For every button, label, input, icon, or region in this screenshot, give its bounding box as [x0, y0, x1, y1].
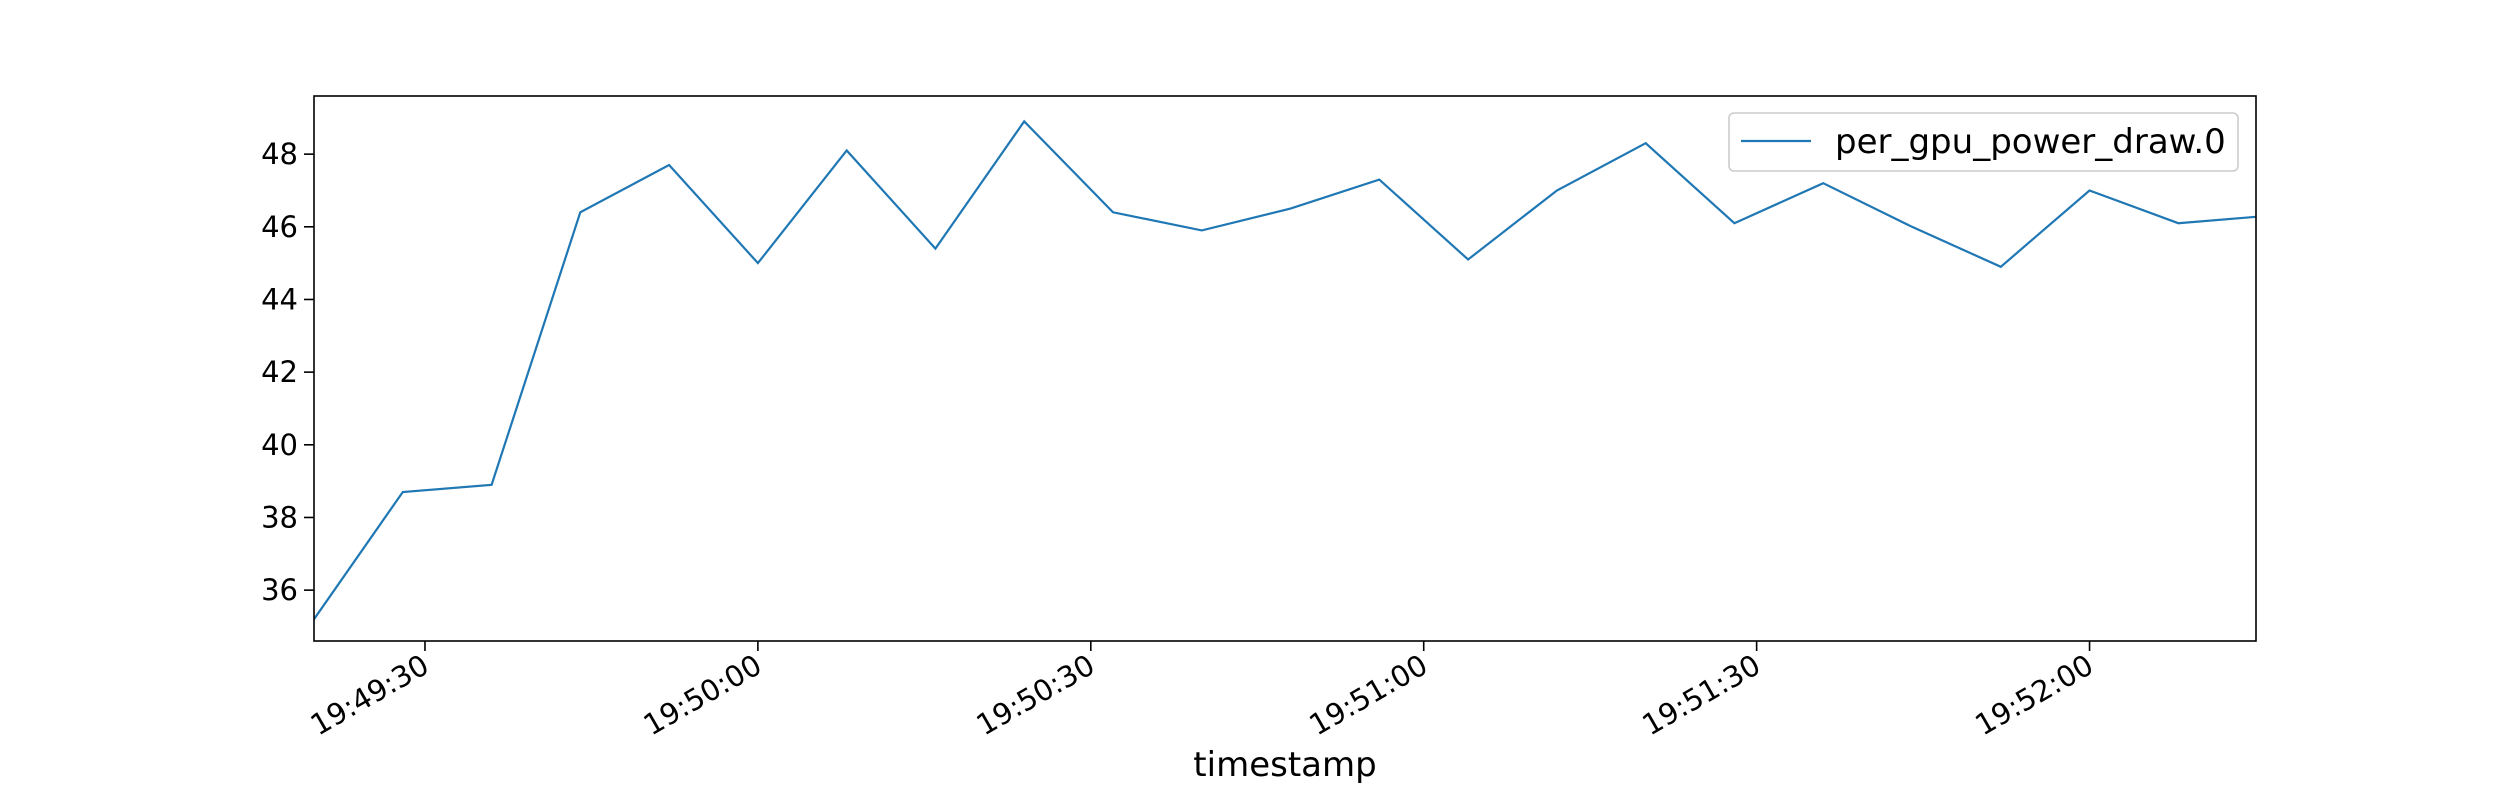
- y-tick-label: 40: [261, 428, 298, 462]
- legend-box: [1728, 112, 2239, 172]
- legend-entry-label: per_gpu_power_draw.0: [1835, 122, 2226, 162]
- y-tick-label: 48: [261, 137, 298, 171]
- y-axis: 36 38 40 42 44 46 48: [261, 137, 314, 607]
- x-axis-title: timestamp: [1193, 745, 1376, 785]
- y-tick-label: 42: [261, 355, 298, 389]
- y-tick-label: 36: [261, 573, 298, 607]
- axes-frame: [313, 95, 2257, 642]
- y-tick-label: 46: [261, 210, 298, 244]
- y-tick-label: 38: [261, 500, 298, 534]
- legend: per_gpu_power_draw.0: [1728, 112, 2239, 172]
- y-tick-label: 44: [261, 282, 298, 316]
